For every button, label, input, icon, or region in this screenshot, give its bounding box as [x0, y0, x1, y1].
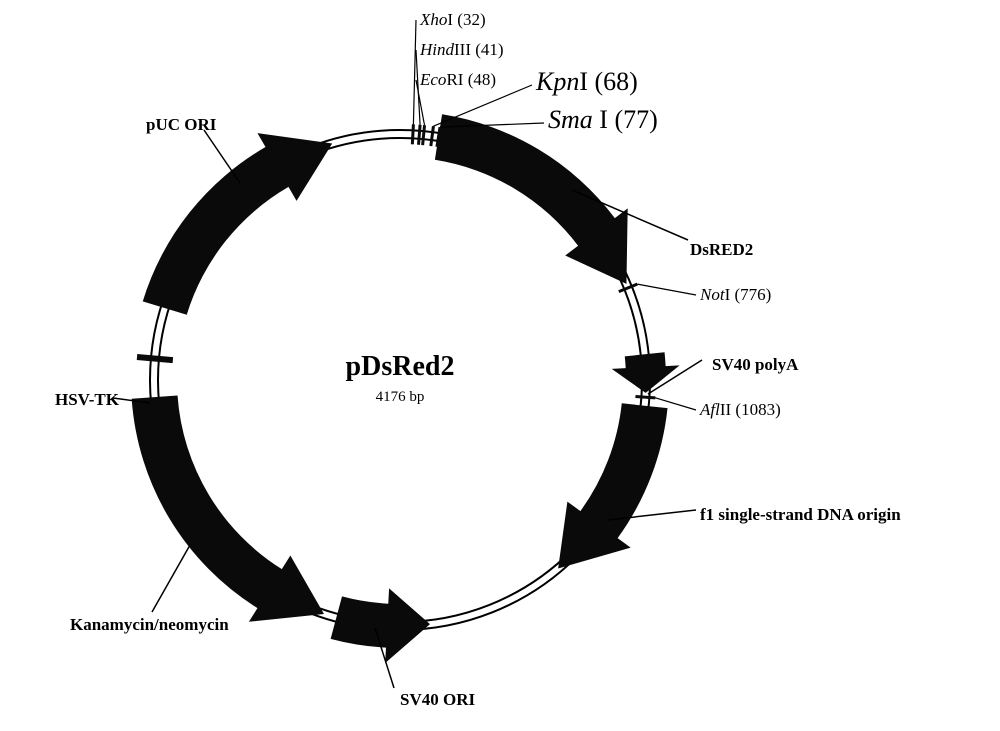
leader-line: [204, 130, 240, 183]
site-tick: [419, 125, 421, 145]
site-label: KpnI (68): [535, 67, 638, 96]
feature-arrow: [132, 396, 324, 622]
feature-label: HSV-TK: [55, 390, 120, 409]
feature-arrow: [558, 403, 667, 568]
feature-label: SV40 ORI: [400, 690, 475, 709]
plasmid-size: 4176 bp: [376, 389, 425, 405]
feature-arrow: [143, 133, 332, 315]
site-leader: [637, 284, 696, 295]
site-label: AflII (1083): [699, 400, 781, 419]
site-leader: [433, 85, 532, 126]
feature-tick: [137, 357, 173, 360]
site-label: EcoRI (48): [419, 70, 496, 89]
site-tick: [431, 126, 434, 146]
plasmid-map: pDsRed2 4176 bp DsRED2 SV40 polyA f1 single-…: [0, 0, 1000, 731]
site-tick: [423, 125, 425, 145]
site-label: XhoI (32): [419, 10, 486, 29]
site-label: NotI (776): [699, 285, 771, 304]
feature-label: f1 single-strand DNA origin: [700, 505, 901, 524]
site-leader: [413, 20, 416, 124]
feature-label: Kanamycin/neomycin: [70, 615, 229, 634]
feature-arrow: [435, 114, 628, 284]
plasmid-name: pDsRed2: [346, 351, 455, 382]
site-label: Sma I (77): [548, 105, 658, 134]
site-tick: [412, 124, 413, 144]
feature-label: DsRED2: [690, 240, 753, 259]
feature-label: pUC ORI: [146, 115, 217, 134]
site-label: HindIII (41): [419, 40, 504, 59]
feature-label: SV40 polyA: [712, 355, 799, 374]
site-tick: [635, 396, 655, 397]
feature-arrow: [612, 352, 680, 393]
leader-line: [152, 545, 190, 612]
feature-arrow: [331, 588, 430, 663]
